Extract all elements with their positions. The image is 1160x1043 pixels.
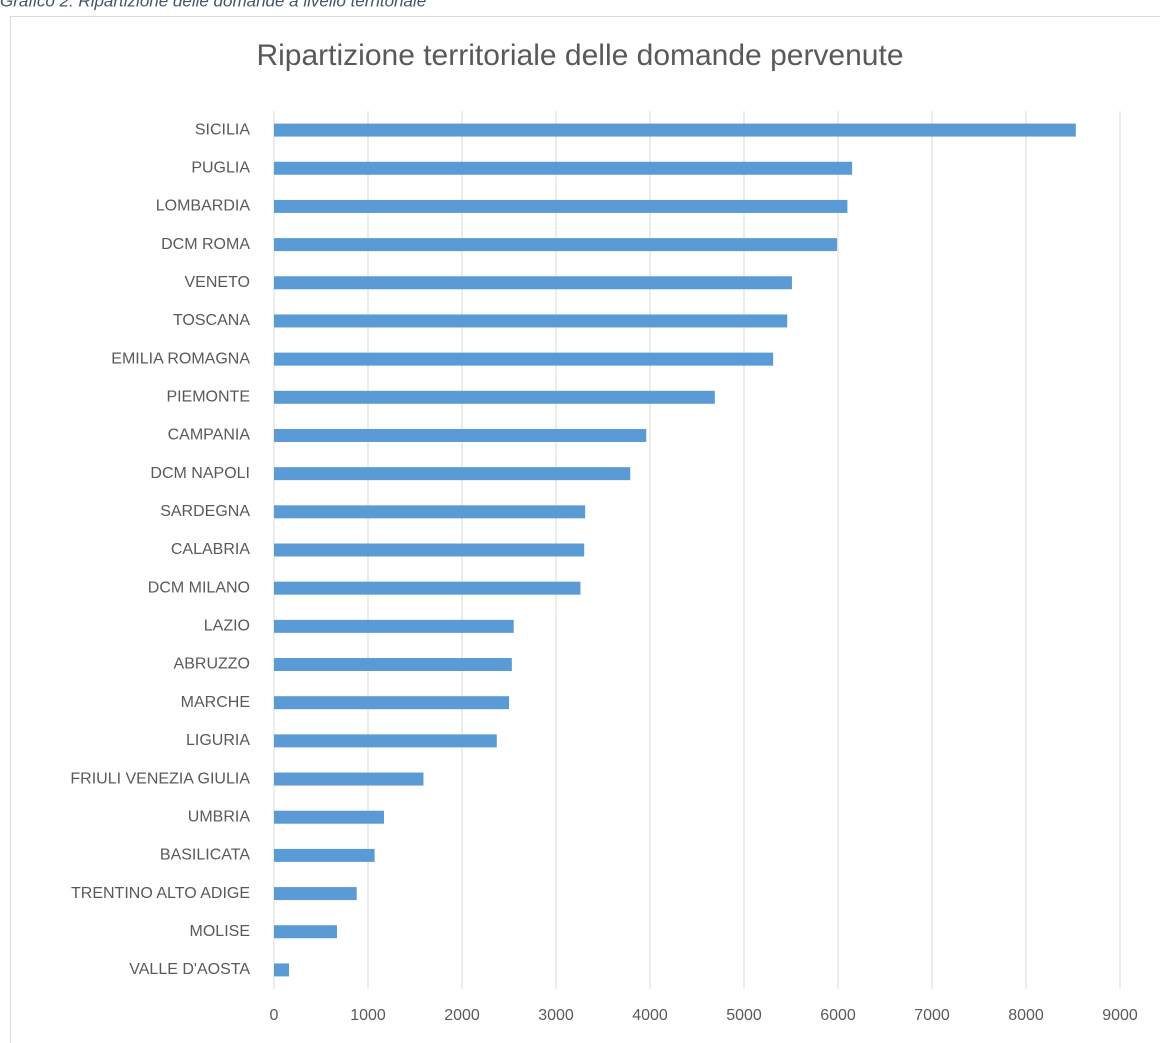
y-tick-label: SICILIA [195,121,250,138]
bar [274,238,838,252]
bar [274,810,384,824]
y-tick-label: LIGURIA [186,732,250,749]
bar [274,390,715,404]
y-tick-label: TOSCANA [173,312,250,329]
x-tick-label: 0 [270,1007,279,1024]
bar [274,276,792,290]
y-tick-label: SARDEGNA [160,503,250,520]
y-tick-label: UMBRIA [188,808,251,825]
bar [274,352,774,366]
bar [274,314,788,328]
y-tick-label: DCM NAPOLI [150,465,250,482]
bar [274,581,581,595]
chart-border [10,16,1160,1043]
bar [274,123,1076,137]
bar [274,925,337,939]
y-tick-label: BASILICATA [160,847,250,864]
bar [274,543,585,557]
bar [274,963,290,977]
bar [274,467,631,481]
bar [274,428,647,442]
y-tick-label: PIEMONTE [166,389,250,406]
y-tick-label: LAZIO [204,618,250,635]
bar [274,161,853,175]
x-tick-label: 3000 [538,1007,574,1024]
x-tick-label: 7000 [914,1007,950,1024]
bar [274,658,512,672]
y-tick-label: DCM MILANO [148,579,250,596]
y-tick-label: VALLE D'AOSTA [129,961,250,978]
bar [274,619,514,633]
bar [274,199,848,213]
y-tick-label: ABRUZZO [174,656,250,673]
y-tick-label: MOLISE [190,923,250,940]
bar [274,734,497,748]
y-tick-label: EMILIA ROMAGNA [111,350,250,367]
y-tick-label: VENETO [185,274,251,291]
x-tick-label: 9000 [1102,1007,1138,1024]
x-tick-label: 1000 [350,1007,386,1024]
y-tick-label: FRIULI VENEZIA GIULIA [70,770,250,787]
x-tick-label: 8000 [1008,1007,1044,1024]
y-tick-label: DCM ROMA [161,236,250,253]
x-tick-label: 4000 [632,1007,668,1024]
y-tick-label: MARCHE [181,694,250,711]
y-tick-label: TRENTINO ALTO ADIGE [71,885,250,902]
y-tick-label: CALABRIA [171,541,250,558]
bar [274,848,375,862]
caption: Grafico 2: Ripartizione delle domande a … [0,0,426,10]
x-tick-label: 6000 [820,1007,856,1024]
y-tick-label: LOMBARDIA [156,198,251,215]
x-tick-label: 2000 [444,1007,480,1024]
bar [274,505,586,519]
bar [274,772,424,786]
x-tick-label: 5000 [726,1007,762,1024]
bar [274,887,357,901]
bar [274,696,509,710]
chart-title: Ripartizione territoriale delle domande … [256,39,903,72]
y-tick-label: CAMPANIA [168,427,251,444]
y-tick-label: PUGLIA [191,159,250,176]
